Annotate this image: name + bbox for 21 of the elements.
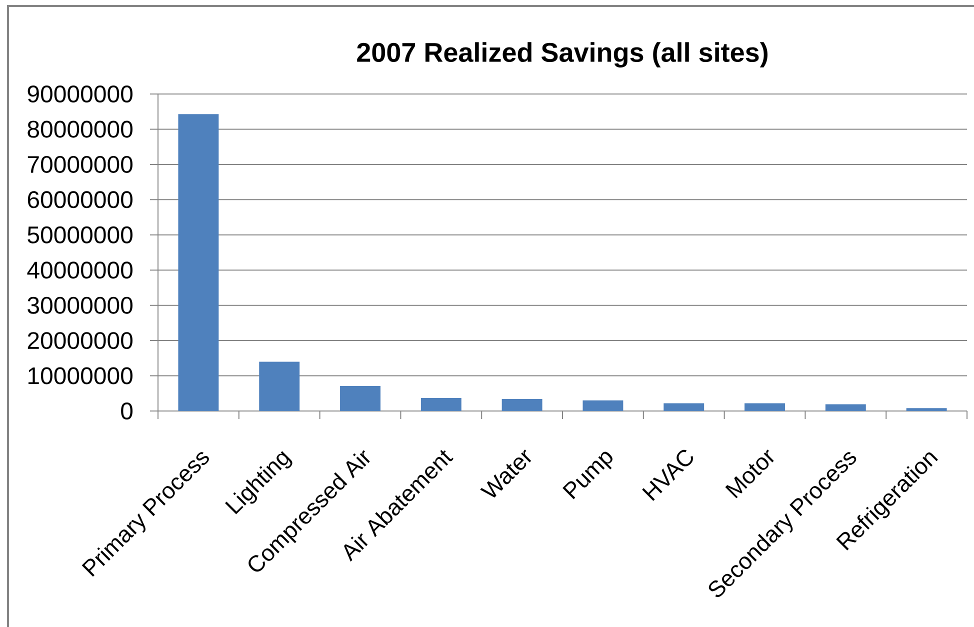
bar bbox=[664, 403, 704, 411]
bar bbox=[582, 400, 624, 411]
bar bbox=[825, 404, 866, 411]
chart-title: 2007 Realized Savings (all sites) bbox=[357, 42, 768, 68]
bar bbox=[502, 399, 542, 411]
bar bbox=[420, 398, 462, 411]
y-tick-label: 20000000 bbox=[28, 332, 132, 350]
bar bbox=[178, 114, 219, 411]
bar bbox=[906, 408, 947, 411]
y-tick-label: 50000000 bbox=[28, 226, 132, 244]
y-tick-label: 80000000 bbox=[28, 120, 132, 138]
y-tick-label: 90000000 bbox=[28, 86, 132, 102]
y-tick-label: 0 bbox=[121, 402, 133, 420]
y-tick-label: 40000000 bbox=[27, 262, 132, 279]
bar bbox=[744, 403, 785, 411]
bar bbox=[259, 362, 300, 411]
bar bbox=[340, 386, 380, 411]
y-tick-label: 10000000 bbox=[28, 367, 132, 384]
y-tick-label: 60000000 bbox=[28, 191, 132, 208]
y-tick-label: 70000000 bbox=[28, 156, 132, 173]
y-tick-label: 30000000 bbox=[28, 296, 132, 314]
